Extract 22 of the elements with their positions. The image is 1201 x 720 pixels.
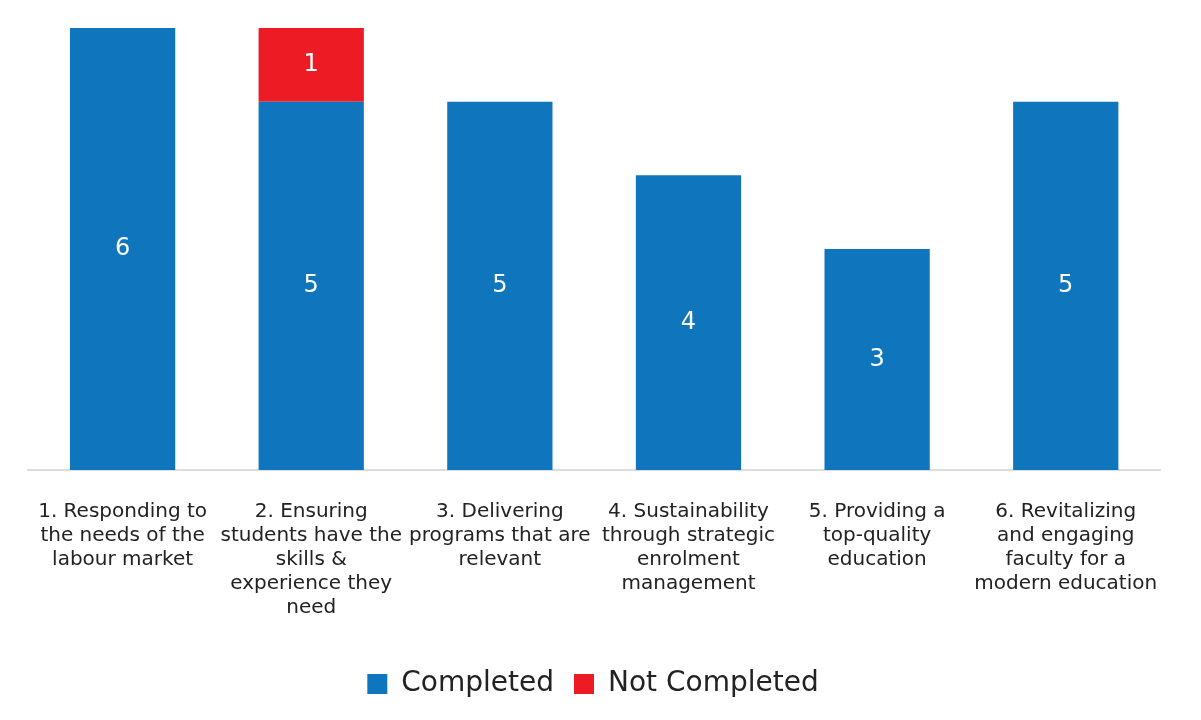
x-tick-label: 3. Delivering programs that are relevant bbox=[409, 498, 591, 571]
x-tick-label: 1. Responding to the needs of the labour market bbox=[38, 498, 207, 571]
data-label: 4 bbox=[680, 306, 697, 335]
x-tick-label: 2. Ensuring students have the skills & experience they need bbox=[220, 498, 402, 619]
data-label: 3 bbox=[869, 343, 885, 372]
bar bbox=[258, 101, 364, 470]
x-tick-label: 6. Revitalizing and engaging faculty for a modern education bbox=[974, 498, 1158, 595]
x-tick-label: 4. Sustainability through strategic enrolment management bbox=[601, 498, 776, 595]
bar bbox=[1013, 101, 1119, 470]
x-tick-label: 5. Providing a top-quality education bbox=[808, 498, 946, 571]
bar bbox=[635, 175, 742, 470]
data-label: 6 bbox=[114, 233, 131, 262]
bar bbox=[69, 28, 176, 470]
bar bbox=[258, 28, 364, 102]
data-label: 1 bbox=[303, 49, 319, 78]
legend-label: Not Completed bbox=[608, 665, 819, 699]
bar bbox=[447, 101, 553, 470]
legend-label: Completed bbox=[401, 665, 555, 699]
data-label: 5 bbox=[492, 270, 508, 299]
data-label: 5 bbox=[1058, 270, 1074, 299]
data-label: 5 bbox=[303, 270, 319, 299]
bar bbox=[824, 249, 930, 470]
